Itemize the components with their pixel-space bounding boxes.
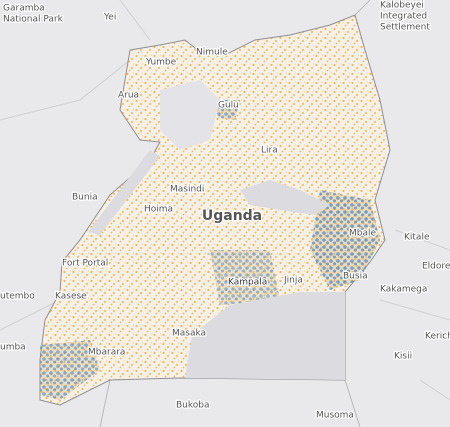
place-label: Nimule (196, 48, 228, 58)
place-label: Masaka (172, 329, 206, 339)
place-label: Arua (118, 91, 139, 101)
place-label: Mbarara (88, 348, 125, 358)
place-label: Hoima (144, 205, 173, 215)
place-label: Kasese (55, 292, 87, 302)
place-label: Bunia (72, 193, 98, 203)
place-label: Kalobeyei (380, 1, 424, 11)
place-label: National Park (3, 15, 64, 25)
country-label: Uganda (202, 208, 262, 224)
place-label: Eldore (422, 262, 450, 272)
place-label: Garamba (3, 4, 45, 14)
place-label: utembo (0, 292, 35, 302)
place-label: Masindi (170, 185, 204, 195)
place-label: Kerich (425, 332, 450, 342)
place-label: Mbale (349, 229, 376, 239)
place-label: Musoma (316, 411, 354, 421)
roads (0, 0, 450, 401)
place-label: Kakamega (380, 285, 427, 295)
place-label: Settlement (380, 23, 430, 33)
place-label: Busia (343, 272, 368, 282)
place-label: Fort Portal (62, 259, 108, 269)
place-label: Integrated (380, 12, 427, 22)
place-label: Yumbe (145, 58, 177, 68)
place-label: Kampala (228, 278, 267, 288)
place-label: Jinja (283, 276, 303, 286)
place-label: Kitale (404, 233, 430, 243)
place-label: Gulu (218, 101, 239, 111)
lakes (88, 80, 345, 380)
place-label: Yei (103, 13, 116, 23)
borders (99, 0, 371, 427)
place-label: Bukoba (176, 401, 210, 411)
dense-areas (40, 100, 380, 400)
place-label: Kisii (394, 352, 412, 362)
place-label: umba (0, 343, 26, 353)
place-label: Lira (261, 146, 278, 156)
